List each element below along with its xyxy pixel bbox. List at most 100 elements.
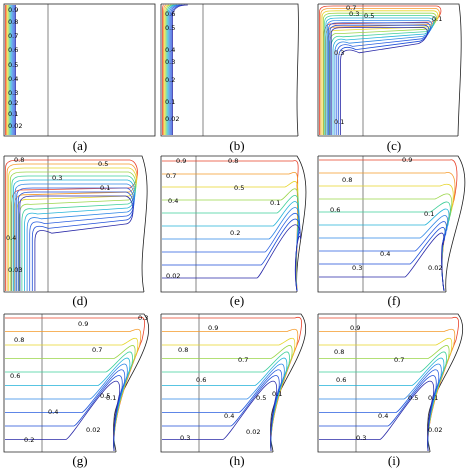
panel-c: 0.7 0.5 0.3 0.1 0.3 0.1 (317, 3, 462, 137)
contour-label: 0.9 (78, 320, 88, 328)
contour-line (5, 380, 120, 452)
panel-a: 0.9 0.8 0.7 0.6 0.5 0.4 0.3 0.2 0.1 0.02 (3, 3, 156, 137)
contour-label-e: 0.4 (168, 197, 178, 205)
contour-line-d (13, 179, 136, 291)
contour-label-c: 0.3 (334, 49, 344, 57)
contour-line-c (325, 17, 434, 135)
contour-label-e: 0.5 (234, 184, 244, 192)
contour-label-c: 0.1 (432, 15, 442, 23)
contour-label: 0.2 (24, 436, 34, 444)
contour-label-e: 0.1 (270, 199, 280, 207)
contour-label-b: 0.2 (165, 76, 175, 84)
contour-label-a: 0.6 (8, 46, 18, 54)
contour-line-d (19, 195, 134, 291)
contour-line (319, 380, 434, 452)
contour-label: 0.8 (14, 336, 24, 344)
contour-label: 0.5 (408, 394, 418, 402)
contour-line-d (17, 191, 134, 291)
panel-outline (3, 313, 150, 453)
panel-outline (160, 313, 307, 453)
contour-line-d (6, 163, 138, 291)
contour-label-a: 0.3 (8, 89, 18, 97)
caption-c: (c) (387, 138, 401, 153)
contour-label: 0.9 (208, 324, 218, 332)
contour-label-a: 0.02 (8, 122, 22, 130)
contour-label-f: 0.1 (424, 210, 434, 218)
contour-label-c: 0.7 (346, 4, 356, 12)
contour-label-b: 0.3 (165, 58, 175, 66)
panel-e: 0.9 0.8 0.7 0.5 0.4 0.2 0.1 0.02 (160, 155, 307, 293)
contour-line (5, 328, 142, 452)
contour-line-d (11, 175, 136, 291)
contour-label: 0.9 (350, 324, 360, 332)
caption-h: (h) (229, 453, 244, 468)
contour-label-b: 0.1 (165, 98, 175, 106)
contour-label-e: 0.7 (166, 172, 176, 180)
caption-a: (a) (73, 138, 87, 153)
contour-line-b (172, 4, 188, 135)
contour-line (162, 380, 277, 452)
caption-d: (d) (72, 293, 87, 308)
contour-label-b: 0.5 (165, 24, 175, 32)
contour-line-e (162, 224, 301, 292)
caption-g: (g) (72, 453, 87, 468)
contour-label: 0.7 (92, 346, 102, 354)
contour-label: 0.02 (246, 428, 260, 436)
contour-label-b: 0.6 (165, 10, 175, 18)
contour-line-e (162, 194, 300, 292)
panel-d-outline (3, 155, 148, 293)
panel-d: 0.8 0.5 0.3 0.1 0.4 0.03 (3, 155, 148, 293)
contour-label-f: 0.02 (428, 264, 442, 272)
contour-label-f: 0.6 (330, 206, 340, 214)
contour-label: 0.1 (272, 390, 282, 398)
contour-line-f (319, 232, 445, 292)
contour-label: 0.3 (180, 434, 190, 442)
contour-label-e: 0.2 (230, 229, 240, 237)
contour-label: 0.4 (48, 408, 58, 416)
panel-i: 0.9 0.8 0.7 0.6 0.5 0.4 0.3 0.1 0.02 (317, 313, 464, 453)
contour-line-c (324, 15, 436, 135)
contour-label-d: 0.3 (52, 174, 62, 182)
contour-line-f (319, 172, 456, 292)
contour-label-a: 0.2 (8, 99, 18, 107)
panel-h: 0.9 0.8 0.7 0.6 0.5 0.4 0.3 0.1 0.02 (160, 313, 307, 453)
contour-line-d (16, 187, 135, 291)
contour-label-d: 0.1 (100, 184, 110, 192)
contour-line-c (330, 27, 428, 135)
contour-label: 0.1 (428, 394, 438, 402)
contour-label: 0.3 (138, 314, 148, 322)
contour-line-e (162, 201, 300, 292)
contour-label: 0.6 (336, 376, 346, 384)
contour-label-a: 0.8 (8, 18, 18, 26)
contour-label-b: 0.4 (165, 46, 175, 54)
contour-label-f: 0.3 (352, 264, 362, 272)
panel-f: 0.9 0.8 0.6 0.4 0.3 0.1 0.02 (317, 155, 466, 293)
contour-line-f (319, 227, 446, 292)
contour-label: 0.5 (256, 394, 266, 402)
contour-label-f: 0.9 (402, 156, 412, 164)
contour-line-b (166, 4, 175, 135)
contour-label-e: 0.8 (228, 157, 238, 165)
contour-label: 0.8 (178, 346, 188, 354)
panel-g: 0.9 0.8 0.7 0.6 0.5 0.4 0.2 0.1 0.02 0.3 (3, 313, 150, 453)
panel-f-outline (317, 155, 466, 293)
contour-label-a: 0.5 (8, 61, 18, 69)
contour-label-d: 0.03 (8, 266, 22, 274)
contour-label: 0.1 (106, 394, 116, 402)
contour-line-b (164, 4, 169, 135)
contour-label-e: 0.02 (166, 272, 180, 280)
contour-label: 0.5 (100, 392, 110, 400)
contour-line-c (326, 20, 433, 135)
caption-f: (f) (388, 293, 401, 308)
contour-label-e: 0.9 (176, 157, 186, 165)
caption-i: (i) (388, 453, 400, 468)
contour-label-d: 0.4 (6, 234, 16, 242)
contour-label: 0.7 (394, 356, 404, 364)
contour-line-b (162, 4, 164, 135)
panel-c-outline (317, 3, 462, 137)
contour-label-c: 0.3 (349, 10, 359, 18)
contour-label: 0.3 (356, 434, 366, 442)
contour-label-c: 0.5 (364, 12, 374, 20)
contour-label-b: 0.02 (165, 115, 179, 123)
contour-label-f: 0.8 (342, 176, 352, 184)
